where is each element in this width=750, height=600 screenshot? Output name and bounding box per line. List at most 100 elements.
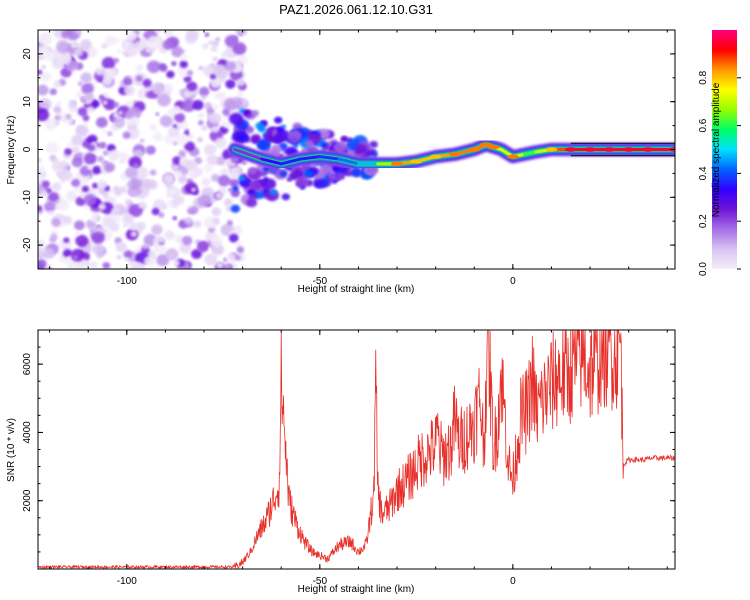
- noise-blob: [210, 78, 221, 89]
- noise-blob: [193, 220, 202, 228]
- noise-blob: [174, 133, 189, 146]
- noise-blob: [71, 157, 83, 168]
- noise-blob: [126, 181, 133, 187]
- noise-blob: [98, 203, 106, 211]
- noise-blob: [90, 261, 98, 268]
- noise-blob: [254, 191, 265, 200]
- noise-blob: [96, 155, 104, 163]
- noise-blob: [235, 241, 242, 248]
- noise-blob: [159, 64, 168, 73]
- noise-blob: [183, 91, 191, 98]
- noise-blob: [83, 193, 97, 206]
- noise-blob: [86, 106, 95, 114]
- noise-blob: [236, 78, 246, 87]
- noise-blob: [184, 182, 198, 195]
- noise-blob: [319, 163, 333, 175]
- noise-blob: [218, 92, 226, 99]
- noise-blob: [110, 207, 120, 216]
- noise-blob: [184, 141, 196, 152]
- noise-blob: [92, 243, 105, 255]
- snr-series-line: [38, 330, 675, 569]
- noise-blob: [231, 156, 240, 163]
- noise-blob: [247, 167, 258, 175]
- noise-blob: [189, 170, 199, 180]
- noise-blob: [106, 131, 113, 137]
- ridge-peak: [429, 154, 442, 159]
- noise-blob: [38, 205, 43, 212]
- snr-frame: [37, 329, 676, 570]
- noise-blob: [63, 216, 71, 223]
- noise-blob: [155, 112, 160, 117]
- noise-blob: [210, 173, 220, 182]
- ridge-peak: [584, 147, 597, 152]
- noise-blob: [215, 192, 223, 200]
- ridge-core-segment: [279, 157, 303, 166]
- ridge-peak: [545, 147, 558, 152]
- noise-blob: [98, 94, 105, 100]
- colorbar-tick-label: 0.4: [698, 166, 709, 180]
- noise-blob: [75, 234, 89, 247]
- ridge-peak: [391, 161, 404, 167]
- noise-blob: [38, 108, 50, 122]
- noise-blob: [141, 178, 152, 188]
- noise-blob: [73, 220, 85, 231]
- y-tick-label: 2000: [22, 489, 33, 512]
- noise-blob: [38, 239, 46, 250]
- noise-blob: [163, 173, 174, 183]
- noise-blob: [123, 85, 135, 96]
- noise-blob: [211, 126, 219, 133]
- noise-blob: [77, 81, 83, 87]
- x-tick-label: 0: [510, 276, 516, 287]
- noise-blob: [38, 84, 49, 96]
- noise-blob: [98, 77, 104, 82]
- y-tick-label: -20: [22, 237, 33, 252]
- noise-blob: [131, 261, 146, 269]
- noise-blob: [172, 194, 185, 206]
- noise-blob: [224, 98, 238, 111]
- noise-blob: [67, 263, 74, 269]
- noise-blob: [269, 189, 278, 196]
- noise-blob: [44, 46, 50, 51]
- noise-blob: [57, 160, 70, 171]
- noise-blob: [53, 80, 62, 88]
- noise-blob: [45, 141, 60, 155]
- noise-blob: [51, 58, 64, 70]
- noise-blob: [58, 168, 72, 181]
- noise-blob: [51, 182, 62, 192]
- noise-blob: [174, 112, 186, 123]
- noise-blob: [157, 94, 171, 107]
- noise-blob: [221, 51, 229, 59]
- noise-blob: [248, 180, 262, 191]
- noise-blob: [317, 128, 331, 140]
- noise-blob: [171, 61, 177, 67]
- noise-blob: [66, 118, 75, 126]
- noise-blob: [40, 190, 48, 197]
- noise-blob: [238, 175, 246, 182]
- noise-blob: [132, 149, 144, 159]
- noise-blob: [101, 56, 116, 70]
- noise-blob: [130, 231, 138, 237]
- noise-blob: [96, 252, 103, 259]
- spectrogram-ylabel: Frequency (Hz): [6, 116, 17, 185]
- noise-blob: [181, 235, 193, 246]
- noise-blob: [56, 41, 71, 54]
- noise-blob: [50, 233, 58, 241]
- ridge-peak: [448, 152, 461, 157]
- noise-blob: [226, 220, 233, 226]
- noise-blob: [189, 206, 199, 215]
- noise-blob: [151, 224, 163, 235]
- noise-blob: [84, 152, 97, 165]
- noise-blob: [102, 100, 108, 105]
- ridge-core-segment: [233, 148, 264, 161]
- noise-blob: [212, 63, 226, 76]
- noise-blob: [178, 150, 187, 158]
- noise-blob: [162, 39, 174, 50]
- noise-blob: [213, 240, 221, 248]
- noise-blob: [137, 88, 149, 99]
- noise-blob: [171, 46, 184, 58]
- noise-blob: [68, 100, 77, 108]
- noise-blob: [142, 78, 152, 87]
- noise-blob: [164, 230, 175, 241]
- noise-blob: [152, 132, 163, 142]
- noise-blob: [41, 180, 50, 188]
